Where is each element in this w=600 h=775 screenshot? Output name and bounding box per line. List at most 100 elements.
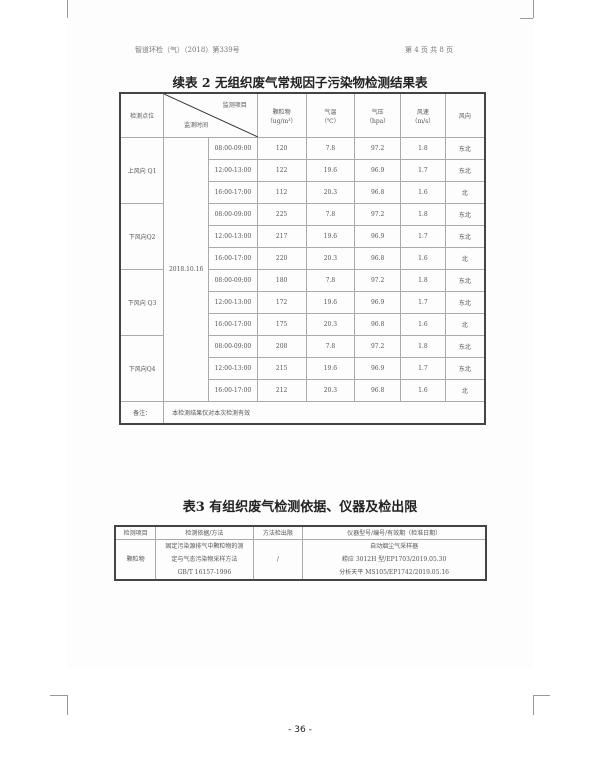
data-cell: 97.2: [354, 203, 401, 226]
data-cell: 1.7: [400, 159, 446, 182]
data-cell: 212: [256, 379, 307, 402]
t2-header: 仪器型号/编号/有效期（检准日期）: [302, 525, 487, 540]
t2-item: 颗粒物: [114, 538, 157, 580]
header-speed-unit: （m/s）: [411, 117, 435, 125]
data-cell: 12:00-13:00: [208, 225, 258, 248]
data-cell: 北: [444, 247, 486, 270]
data-cell: 12:00-13:00: [208, 357, 258, 380]
data-cell: 1.7: [400, 357, 446, 380]
diagonal-header: 监测项目 监测时间: [164, 94, 259, 137]
method-table: 检测项目 检测依据/方法 方法检出限 仪器型号/编号/有效期（检准日期） 颗粒物…: [114, 525, 487, 581]
data-cell: 16:00-17:00: [208, 379, 258, 402]
table-row: 16:00-17:00 112 20.3 96.8 1.6 北: [120, 181, 486, 204]
data-cell: 08:00-09:00: [208, 203, 258, 226]
table-row: 12:00-13:00 215 19.6 96.9 1.7 东北: [120, 357, 486, 380]
data-cell: 208: [256, 335, 307, 358]
data-cell: 19.6: [305, 291, 356, 314]
header-temp: 气温: [324, 108, 337, 116]
header-direction: 风向: [444, 92, 486, 138]
data-cell: 20.3: [305, 313, 356, 336]
data-cell: 东北: [444, 357, 486, 380]
table-row: 下风向Q2 08:00-09:00 225 7.8 97.2 1.8 东北: [119, 203, 486, 270]
data-cell: 20.3: [305, 247, 356, 270]
data-cell: 225: [256, 203, 307, 226]
data-cell: 北: [444, 313, 486, 336]
remark-label: 备注：: [119, 401, 165, 425]
data-cell: 1.7: [400, 225, 446, 248]
data-cell: 北: [444, 181, 486, 204]
header-point: 检测点位: [119, 92, 165, 138]
data-cell: 96.8: [354, 247, 401, 270]
crop-mark: [520, 18, 533, 19]
remark-text: 本检测结果仅对本次检测有效: [163, 401, 486, 425]
data-cell: 96.8: [354, 379, 401, 402]
table-row: 12:00-13:00 122 19.6 96.9 1.7 东北: [120, 159, 486, 182]
t2-method: 定与气态污染物采样方法: [171, 555, 238, 563]
crop-mark: [533, 695, 534, 715]
point-cell: 上风向 Q1: [119, 137, 165, 204]
data-cell: 1.6: [400, 313, 446, 336]
data-cell: 08:00-09:00: [208, 335, 258, 358]
crop-mark: [67, 0, 68, 18]
header-time: 监测时间: [184, 122, 209, 129]
data-cell: 16:00-17:00: [208, 313, 258, 336]
point-cell: 下风向Q2: [119, 203, 165, 270]
data-cell: 东北: [444, 291, 486, 314]
point-cell: 下风向Q4: [119, 335, 165, 402]
data-cell: 08:00-09:00: [208, 269, 258, 292]
data-cell: 215: [256, 357, 307, 380]
data-cell: 东北: [444, 159, 486, 182]
data-cell: 96.9: [354, 291, 401, 314]
data-cell: 1.6: [400, 181, 446, 204]
page-number: - 36 -: [288, 725, 312, 735]
t2-header: 检测依据/方法: [155, 525, 254, 540]
data-cell: 20.3: [305, 379, 356, 402]
data-cell: 7.8: [305, 335, 356, 358]
data-cell: 16:00-17:00: [208, 247, 258, 270]
data-cell: 172: [256, 291, 307, 314]
t2-limit: /: [252, 538, 304, 580]
data-cell: 12:00-13:00: [208, 291, 258, 314]
data-cell: 7.8: [305, 203, 356, 226]
header-speed: 风速: [416, 108, 429, 116]
data-cell: 12:00-13:00: [208, 159, 258, 182]
table-row: 下风向 Q3 08:00-09:00 180 7.8 97.2 1.8 东北: [119, 269, 486, 336]
t2-instrument: 分析天平 MS105/EP1742/2019.05.16: [339, 568, 449, 576]
table-row: 上风向 Q1 2018.10.16 08:00-09:00 120 7.8 97.2 1.8…: [119, 137, 486, 402]
page-count: 第 4 页 共 8 页: [405, 46, 454, 54]
data-cell: 96.8: [354, 313, 401, 336]
table-row: 16:00-17:00 212 20.3 96.8 1.6 北: [120, 379, 486, 402]
data-cell: 220: [256, 247, 307, 270]
crop-mark: [533, 695, 550, 696]
header-pressure-unit: （hpa）: [365, 117, 390, 125]
data-cell: 96.9: [354, 357, 401, 380]
data-cell: 97.2: [354, 137, 401, 160]
t2-instrument: 自动烟尘气采样器: [370, 542, 419, 550]
point-cell: 下风向 Q3: [119, 269, 165, 336]
data-cell: 20.3: [305, 181, 356, 204]
t2-method: 固定污染源排气中颗粒物的测: [165, 542, 244, 550]
data-cell: 1.6: [400, 379, 446, 402]
data-cell: 东北: [444, 269, 486, 292]
data-cell: 1.8: [400, 269, 446, 292]
data-cell: 19.6: [305, 159, 356, 182]
header-pm-unit: （ug/m³）: [266, 117, 297, 125]
data-cell: 180: [256, 269, 307, 292]
data-cell: 96.9: [354, 225, 401, 248]
t2-instrument: 崂应 3012H 型/EP1703/2019.05.30: [341, 555, 447, 563]
crop-mark: [533, 0, 534, 18]
data-cell: 1.8: [400, 203, 446, 226]
table-row: 下风向Q4 08:00-09:00 208 7.8 97.2 1.8 东北: [119, 335, 486, 402]
header-item: 监测项目: [222, 102, 247, 109]
header-pressure: 气压: [371, 108, 384, 116]
data-cell: 96.8: [354, 181, 401, 204]
table2-title: 表3 有组织废气检测依据、仪器及检出限: [182, 500, 418, 515]
table-row: 16:00-17:00 220 20.3 96.8 1.6 北: [120, 247, 486, 270]
data-cell: 19.6: [305, 357, 356, 380]
header-temp-unit: （℃）: [321, 117, 340, 125]
results-table: 检测点位 监测项目 监测时间 颗粒物 （ug/m³） 气温 （℃） 气压 （hpa） …: [119, 92, 486, 425]
data-cell: 97.2: [354, 335, 401, 358]
data-cell: 96.9: [354, 159, 401, 182]
report-number: 智道环检（气）（2018）第339号: [135, 46, 240, 54]
data-cell: 东北: [444, 335, 486, 358]
